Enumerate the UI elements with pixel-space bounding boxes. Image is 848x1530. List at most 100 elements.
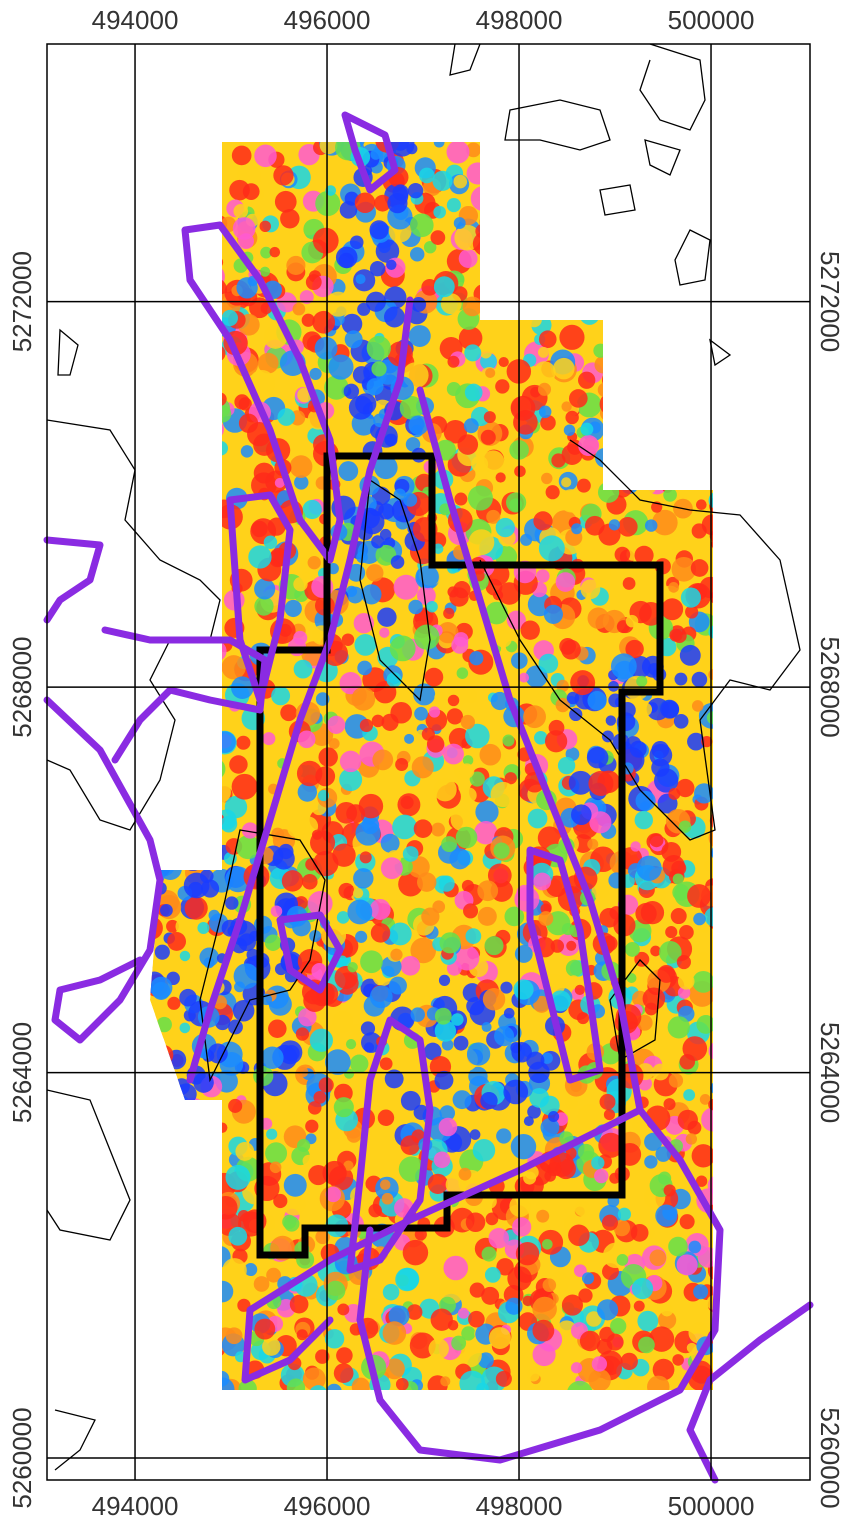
raster-cell [496,472,506,482]
raster-cell [484,411,496,423]
raster-cell [261,1046,284,1069]
raster-cell [597,1299,618,1320]
raster-cell [668,1016,690,1038]
raster-cell [464,344,481,361]
raster-cell [680,645,701,666]
raster-cell [645,519,657,531]
raster-cell [469,529,495,555]
raster-cell [668,582,679,593]
raster-cell [347,900,372,925]
raster-cell [493,842,509,858]
raster-cell [473,1139,495,1161]
raster-cell [539,330,557,348]
raster-cell [416,566,438,588]
raster-cell [429,1339,449,1359]
raster-cell [310,1029,333,1052]
raster-cell [591,1156,604,1169]
raster-cell [389,923,412,946]
raster-cell [600,1094,616,1110]
raster-cell [326,292,351,317]
raster-cell [275,191,297,213]
raster-cell [313,1091,326,1104]
raster-cell [303,1155,315,1167]
raster-cell [236,277,257,298]
raster-cell [482,1247,497,1262]
raster-cell [297,761,322,786]
raster-cell [571,804,592,825]
raster-cell [254,1319,275,1340]
raster-cell [160,904,173,917]
raster-cell [391,555,405,569]
raster-cell [262,732,275,745]
raster-cell [308,556,321,569]
raster-cell [392,815,417,840]
raster-cell [439,975,450,986]
raster-cell [330,1130,340,1140]
raster-cell [260,267,270,277]
raster-cell [439,1118,458,1137]
raster-cell [401,956,421,976]
raster-cell [580,423,593,436]
raster-cell [461,715,475,729]
raster-cell [566,960,583,977]
raster-cell [361,816,379,834]
raster-cell [692,672,708,688]
raster-cell [379,628,389,638]
raster-cell [155,945,170,960]
raster-cell [631,1224,649,1242]
raster-cell [632,1278,653,1299]
raster-cell [668,1237,688,1257]
raster-cell [296,1027,309,1040]
raster-cell [526,1052,544,1070]
raster-cell [435,1008,452,1025]
y-tick-label: 5264000 [7,1022,37,1123]
raster-cell [495,379,509,393]
raster-cell [315,337,338,360]
raster-cell [687,884,711,908]
raster-cell [644,1155,657,1168]
raster-cell [577,1012,589,1024]
raster-cell [425,668,444,687]
raster-cell [697,952,711,966]
raster-cell [543,1278,557,1292]
raster-cell [229,755,247,773]
raster-cell [463,297,483,317]
raster-cell [691,559,709,577]
raster-cell [469,651,483,665]
raster-cell [547,1162,561,1176]
raster-cell [448,695,459,706]
raster-cell [509,1195,531,1217]
raster-cell [453,175,467,189]
raster-cell [422,728,435,741]
raster-cell [661,598,683,620]
raster-cell [411,1007,425,1021]
raster-cell [351,1024,362,1035]
raster-cell [265,935,281,951]
raster-cell [390,702,412,724]
raster-cell [459,763,474,778]
raster-cell [502,735,514,747]
raster-cell [683,1089,695,1101]
raster-cell [608,681,619,692]
raster-cell [209,910,220,921]
raster-cell [434,1151,451,1168]
raster-cell [466,1213,486,1233]
raster-cell [636,676,647,687]
raster-cell [278,844,293,859]
raster-cell [312,830,322,840]
raster-cell [665,926,677,938]
raster-cell [467,1042,490,1065]
raster-cell [353,366,370,383]
raster-cell [265,1142,287,1164]
raster-cell [580,1331,601,1352]
raster-cell [453,1090,472,1109]
raster-cell [270,1161,282,1173]
raster-cell [222,655,246,679]
raster-cell [485,936,504,955]
raster-cell [447,198,461,212]
raster-cell [378,1110,394,1126]
raster-cell [558,757,575,774]
raster-cell [396,1378,409,1391]
raster-cell [294,660,313,679]
raster-cell [338,883,354,899]
